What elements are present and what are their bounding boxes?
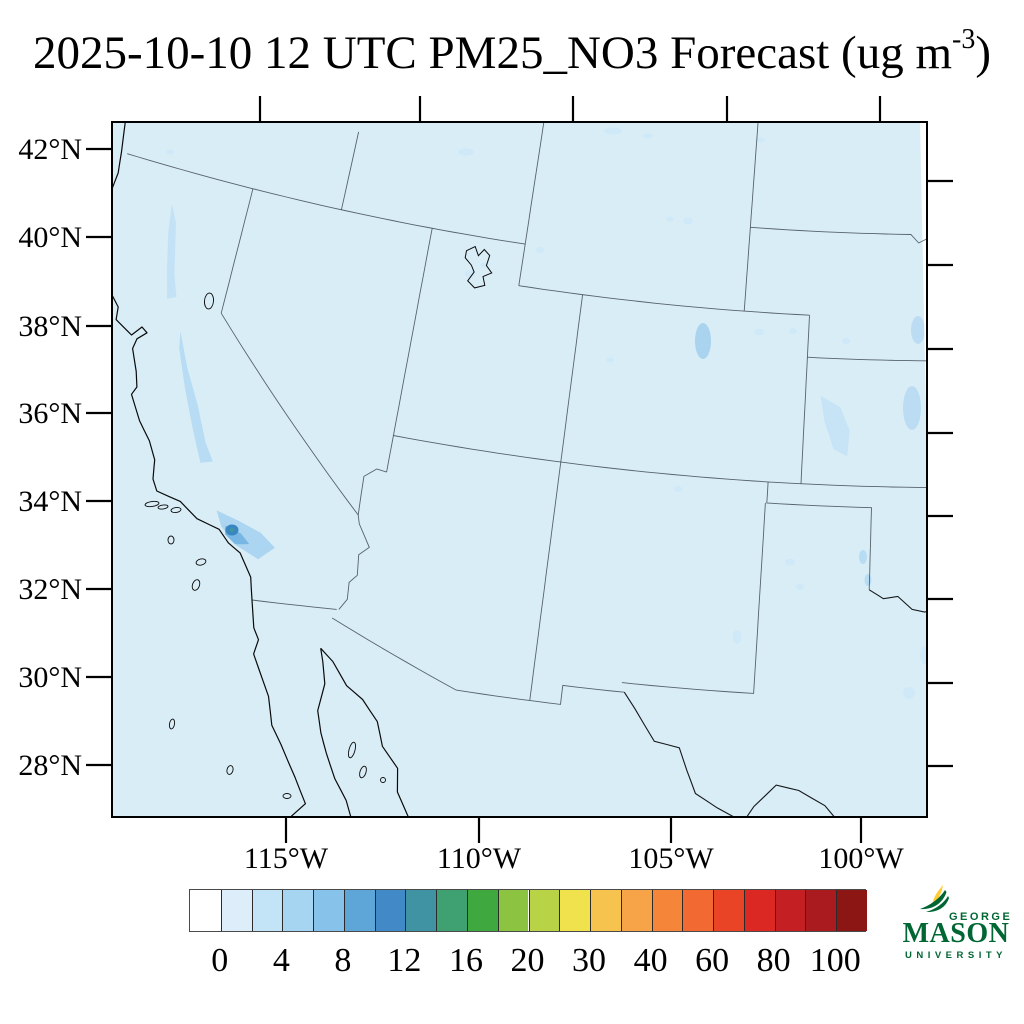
colorbar-tick-label: 20 (510, 942, 545, 979)
gmu-logo: GEORGE MASON UNIVERSITY (892, 884, 1020, 976)
colorbar-cell (559, 890, 591, 931)
title-text: 2025-10-10 12 UTC PM25_NO3 Forecast (ug … (32, 27, 953, 79)
colorbar-cell (220, 890, 252, 931)
colorbar-tick-label: 60 (695, 942, 730, 979)
colorbar-tick-label: 8 (334, 942, 352, 979)
colorbar-cell (466, 890, 498, 931)
colorbar-cell (497, 890, 529, 931)
lat-label: 28°N (18, 749, 82, 782)
lat-label: 40°N (18, 221, 82, 254)
colorbar-tick-label: 100 (809, 942, 861, 979)
colorbar-labels: 0 4 8 12 16 20 30 40 60 80 100 (189, 941, 866, 985)
title-superscript: -3 (952, 24, 976, 55)
colorbar (189, 889, 867, 932)
islands (144, 292, 386, 799)
lat-label: 32°N (18, 573, 82, 606)
page-title: 2025-10-10 12 UTC PM25_NO3 Forecast (ug … (0, 24, 1024, 80)
colorbar-tick-label: 4 (272, 942, 290, 979)
colorbar-cell (743, 890, 775, 931)
latitude-axis: 42°N 40°N 38°N 36°N 34°N 32°N 30°N 28°N (18, 133, 82, 782)
colorbar-cell (682, 890, 714, 931)
logo-mason: MASON (902, 918, 1010, 949)
axis-ticks (86, 96, 953, 843)
colorbar-cell (343, 890, 375, 931)
longitude-axis: 115°W 110°W 105°W 100°W (244, 842, 904, 875)
colorbar-tick-label: 0 (211, 942, 229, 979)
domain-edge (920, 122, 927, 460)
concentration-patches (166, 127, 927, 699)
colorbar-cell (374, 890, 406, 931)
lat-label: 42°N (18, 133, 82, 166)
colorbar-cell (528, 890, 560, 931)
colorbar-cell (436, 890, 467, 931)
colorbar-cell (282, 890, 314, 931)
coastline (112, 122, 409, 817)
colorbar-cell (713, 890, 744, 931)
colorbar-cell (313, 890, 344, 931)
lon-label: 100°W (818, 842, 904, 875)
colorbar-tick-label: 30 (572, 942, 607, 979)
lon-label: 105°W (628, 842, 714, 875)
rivers (623, 589, 927, 817)
lat-label: 36°N (18, 397, 82, 430)
colorbar-tick-label: 80 (756, 942, 791, 979)
colorbar-tick-label: 16 (448, 942, 483, 979)
colorbar-tick-label: 12 (387, 942, 422, 979)
state-borders (127, 122, 927, 705)
colorbar-cell (405, 890, 437, 931)
colorbar-cell (590, 890, 621, 931)
colorbar-cell (651, 890, 683, 931)
logo-university: UNIVERSITY (904, 950, 1007, 961)
colorbar-cell (805, 890, 837, 931)
flame-icon (920, 885, 949, 913)
title-suffix: ) (975, 27, 992, 79)
lat-label: 34°N (18, 485, 82, 518)
lat-label: 30°N (18, 661, 82, 694)
colorbar-cell (190, 890, 221, 931)
colorbar-cell (251, 890, 283, 931)
colorbar-cell (620, 890, 652, 931)
colorbar-cell (774, 890, 806, 931)
lon-label: 115°W (244, 842, 329, 875)
great-salt-lake (464, 245, 493, 289)
lat-label: 38°N (18, 310, 82, 343)
colorbar-cell (836, 890, 867, 931)
logo-george: GEORGE (949, 911, 1013, 923)
colorbar-tick-label: 40 (633, 942, 668, 979)
lon-label: 110°W (437, 842, 522, 875)
map-frame (111, 121, 928, 818)
map-background (112, 122, 927, 817)
